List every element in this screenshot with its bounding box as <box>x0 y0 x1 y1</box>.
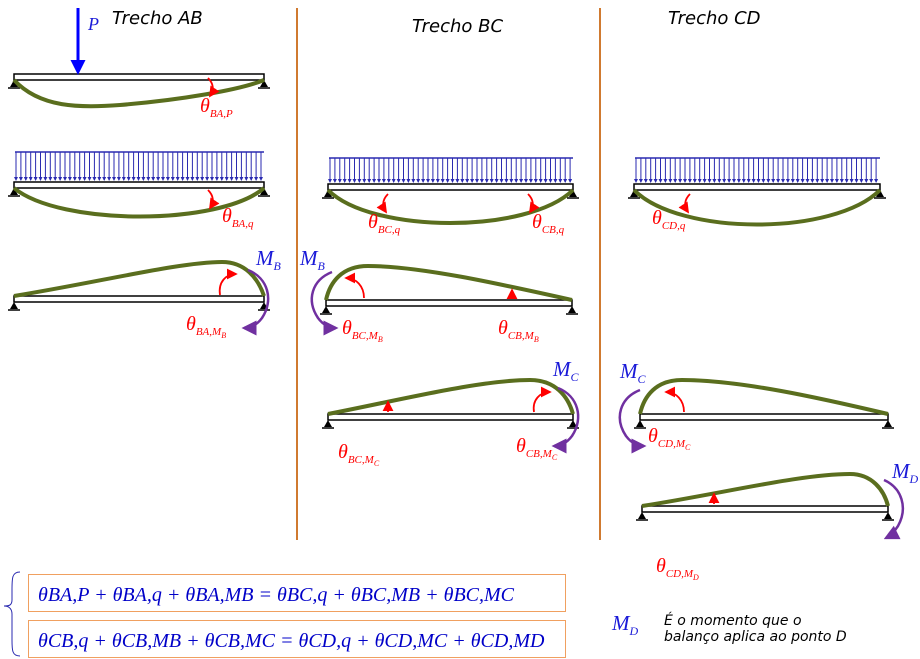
beam-cd-distributed <box>628 157 886 227</box>
svg-text:MB: MB <box>299 246 326 273</box>
moment-label-mc-right: MC <box>619 359 647 386</box>
theta-bc-mb: θBC,MB <box>342 317 383 344</box>
rot-arrow-ba-mb <box>218 268 238 296</box>
beam-bc-moment-mc <box>322 377 579 429</box>
rot-arrow-bc-q <box>376 193 389 214</box>
svg-text:MC: MC <box>552 357 580 384</box>
theta-cb-mb: θCB,MB <box>498 317 539 344</box>
moment-label-mb-left: MB <box>255 246 282 273</box>
theta-ba-p: θBA,P <box>200 95 233 120</box>
svg-text:θCD,MC: θCD,MC <box>648 425 691 452</box>
svg-text:θCD,q: θCD,q <box>652 207 686 232</box>
theta-cb-mc: θCB,MC <box>516 435 558 462</box>
beam-ab-moment-mb <box>8 259 270 311</box>
load-p-label: P <box>87 14 99 34</box>
rot-arrow-cb-q <box>527 193 540 214</box>
moment-arrow-md-right <box>883 478 904 540</box>
moment-label-mb-right: MB <box>299 246 326 273</box>
beam-cd-moment-mc <box>634 377 894 429</box>
svg-text:θBA,MB: θBA,MB <box>186 313 226 340</box>
rot-arrow-ba-q <box>207 189 220 210</box>
theta-cd-md: θCD,MD <box>656 555 699 582</box>
theta-cd-q: θCD,q <box>652 207 686 232</box>
note-text: É o momento que o balanço aplica ao pont… <box>664 613 847 645</box>
svg-text:θBA,q: θBA,q <box>222 205 254 230</box>
moment-arrow-mc-right <box>618 388 647 454</box>
rot-arrow-cd-q <box>678 193 691 214</box>
svg-text:θCB,MB: θCB,MB <box>498 317 539 344</box>
moment-arrow-mc-left <box>551 386 580 454</box>
heading-trecho-ab: Trecho AB <box>112 8 203 29</box>
svg-text:θBC,q: θBC,q <box>368 211 401 236</box>
svg-text:θCB,MC: θCB,MC <box>516 435 558 462</box>
note-line-1: É o momento que o <box>664 613 802 629</box>
note-symbol-md: MD <box>611 611 639 638</box>
equation-brace <box>3 571 21 657</box>
equation-box-1 <box>28 574 566 612</box>
svg-text:θBC,MB: θBC,MB <box>342 317 383 344</box>
svg-text:MD: MD <box>891 459 919 486</box>
heading-trecho-cd: Trecho CD <box>668 8 761 29</box>
theta-cd-mc: θCD,MC <box>648 425 691 452</box>
svg-text:MC: MC <box>619 359 647 386</box>
rot-arrow-cb-mc <box>532 386 552 413</box>
svg-text:θCB,q: θCB,q <box>532 211 565 236</box>
beam-bc-distributed <box>322 157 579 225</box>
note-line-2: balanço aplica ao ponto D <box>664 629 847 645</box>
heading-trecho-bc: Trecho BC <box>412 16 503 37</box>
rot-arrow-bc-mb <box>344 272 365 299</box>
theta-bc-mc: θBC,MC <box>338 441 380 468</box>
rot-arrow-ba-p <box>207 77 220 98</box>
moment-label-mc-left: MC <box>552 357 580 384</box>
theta-ba-mb: θBA,MB <box>186 313 226 340</box>
equation-2: θCB,q + θCB,MB + θCB,MC = θCD,q + θCD,MC… <box>38 630 545 652</box>
svg-text:θCD,MD: θCD,MD <box>656 555 699 582</box>
svg-text:θBC,MC: θBC,MC <box>338 441 380 468</box>
equation-1: θBA,P + θBA,q + θBA,MB = θBC,q + θBC,MB … <box>38 584 515 606</box>
beam-ab-point-load <box>8 73 270 109</box>
moment-arrow-mb-left <box>241 268 270 336</box>
moment-label-md-right: MD <box>891 459 919 486</box>
theta-ba-q: θBA,q <box>222 205 254 230</box>
svg-text:MB: MB <box>255 246 282 273</box>
equations-svg: θBA,P + θBA,q + θBA,MB = θBC,q + θBC,MB … <box>38 584 545 652</box>
beam-bc-moment-mb <box>320 263 578 315</box>
beam-cd-moment-md <box>636 471 894 521</box>
svg-text:θBA,P: θBA,P <box>200 95 233 120</box>
theta-bc-q: θBC,q <box>368 211 401 236</box>
svg-text:MD: MD <box>611 611 639 638</box>
theta-cb-q: θCB,q <box>532 211 565 236</box>
equation-box-2 <box>28 620 566 658</box>
beam-ab-distributed <box>8 151 270 219</box>
moment-arrow-mb-right <box>310 270 339 336</box>
rot-arrow-cd-mc <box>664 386 685 413</box>
